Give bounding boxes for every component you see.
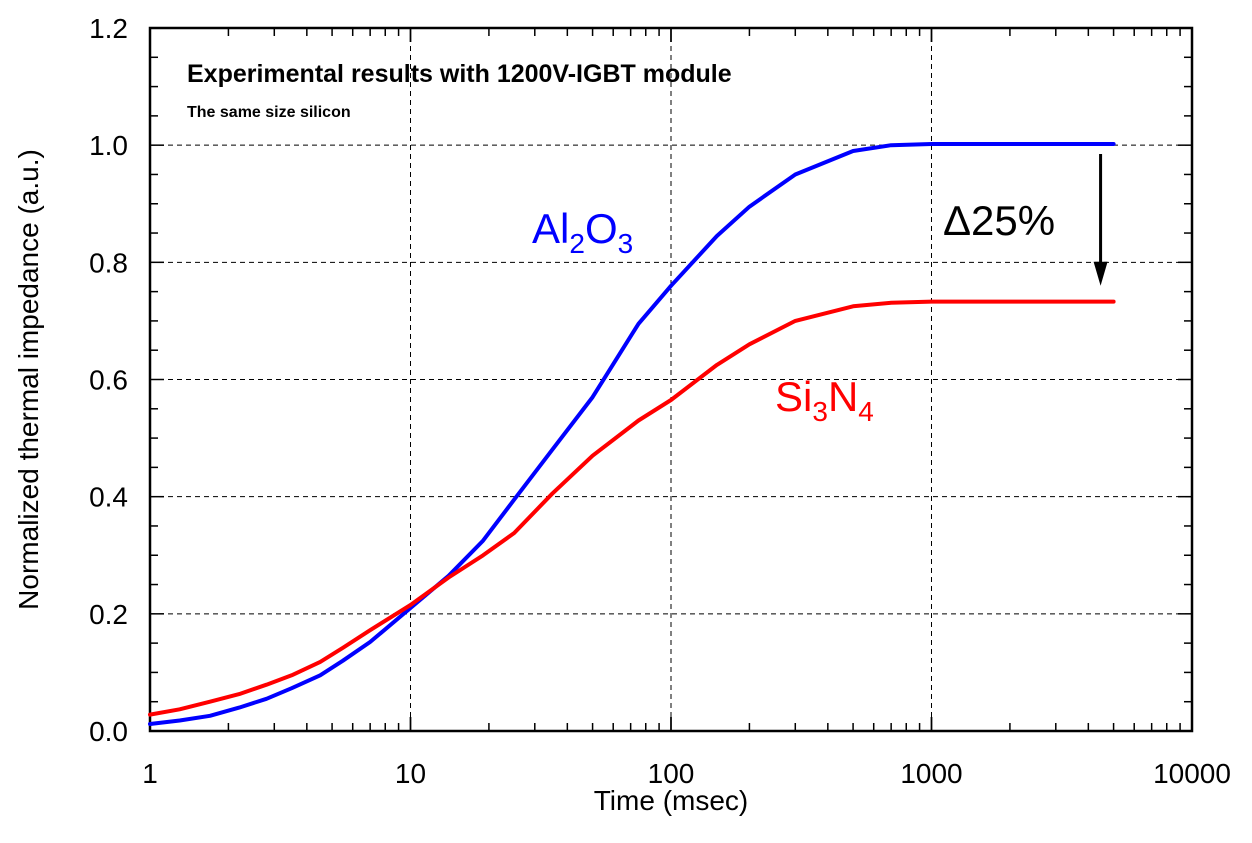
- al2o3-label-mid: O: [585, 205, 618, 252]
- series-line-al2o3: [148, 142, 1116, 726]
- y-tick-label: 0.4: [89, 482, 128, 513]
- y-tick-label: 0.8: [89, 247, 128, 278]
- si3n4-label-main: Si: [775, 373, 812, 420]
- arrow-head: [1093, 261, 1108, 286]
- delta-annotation: Δ25%: [943, 197, 1055, 244]
- series-label-al2o3: Al2O3: [532, 205, 633, 259]
- al2o3-label-main: Al: [532, 205, 569, 252]
- chart-subtitle: The same size silicon: [187, 104, 351, 121]
- x-tick-label: 1000: [900, 758, 962, 789]
- x-tick-label: 100: [648, 758, 695, 789]
- si3n4-label-mid: N: [828, 373, 858, 420]
- x-axis-title: Time (msec): [594, 785, 749, 816]
- si3n4-label-sub2: 4: [858, 396, 874, 427]
- plot-frame: [148, 26, 1194, 733]
- y-tick-label: 0.2: [89, 599, 128, 630]
- si3n4-label-sub1: 3: [812, 396, 828, 427]
- al2o3-label-sub2: 3: [618, 228, 634, 259]
- gridlines: [150, 28, 1192, 731]
- series-line-si3n4: [148, 299, 1116, 717]
- al2o3-label-sub1: 2: [569, 228, 585, 259]
- x-tick-label: 10: [395, 758, 426, 789]
- axis-ticks: [149, 27, 1193, 732]
- y-tick-label: 1.0: [89, 130, 128, 161]
- x-tick-label: 10000: [1153, 758, 1231, 789]
- y-tick-label: 0.6: [89, 365, 128, 396]
- chart-title: Experimental results with 1200V-IGBT mod…: [187, 60, 732, 88]
- x-tick-label: 1: [142, 758, 158, 789]
- series-label-si3n4: Si3N4: [775, 373, 874, 427]
- series-lines: [148, 142, 1116, 726]
- tick-labels: 1 10 100 1000 10000 0.0 0.2 0.4 0.6 0.8 1.0 1.2: [89, 13, 1231, 789]
- y-tick-label: 1.2: [89, 13, 128, 44]
- delta-arrow: [1093, 153, 1108, 286]
- y-tick-label: 0.0: [89, 716, 128, 747]
- y-axis-title: Normalized thermal impedance (a.u.): [13, 149, 44, 610]
